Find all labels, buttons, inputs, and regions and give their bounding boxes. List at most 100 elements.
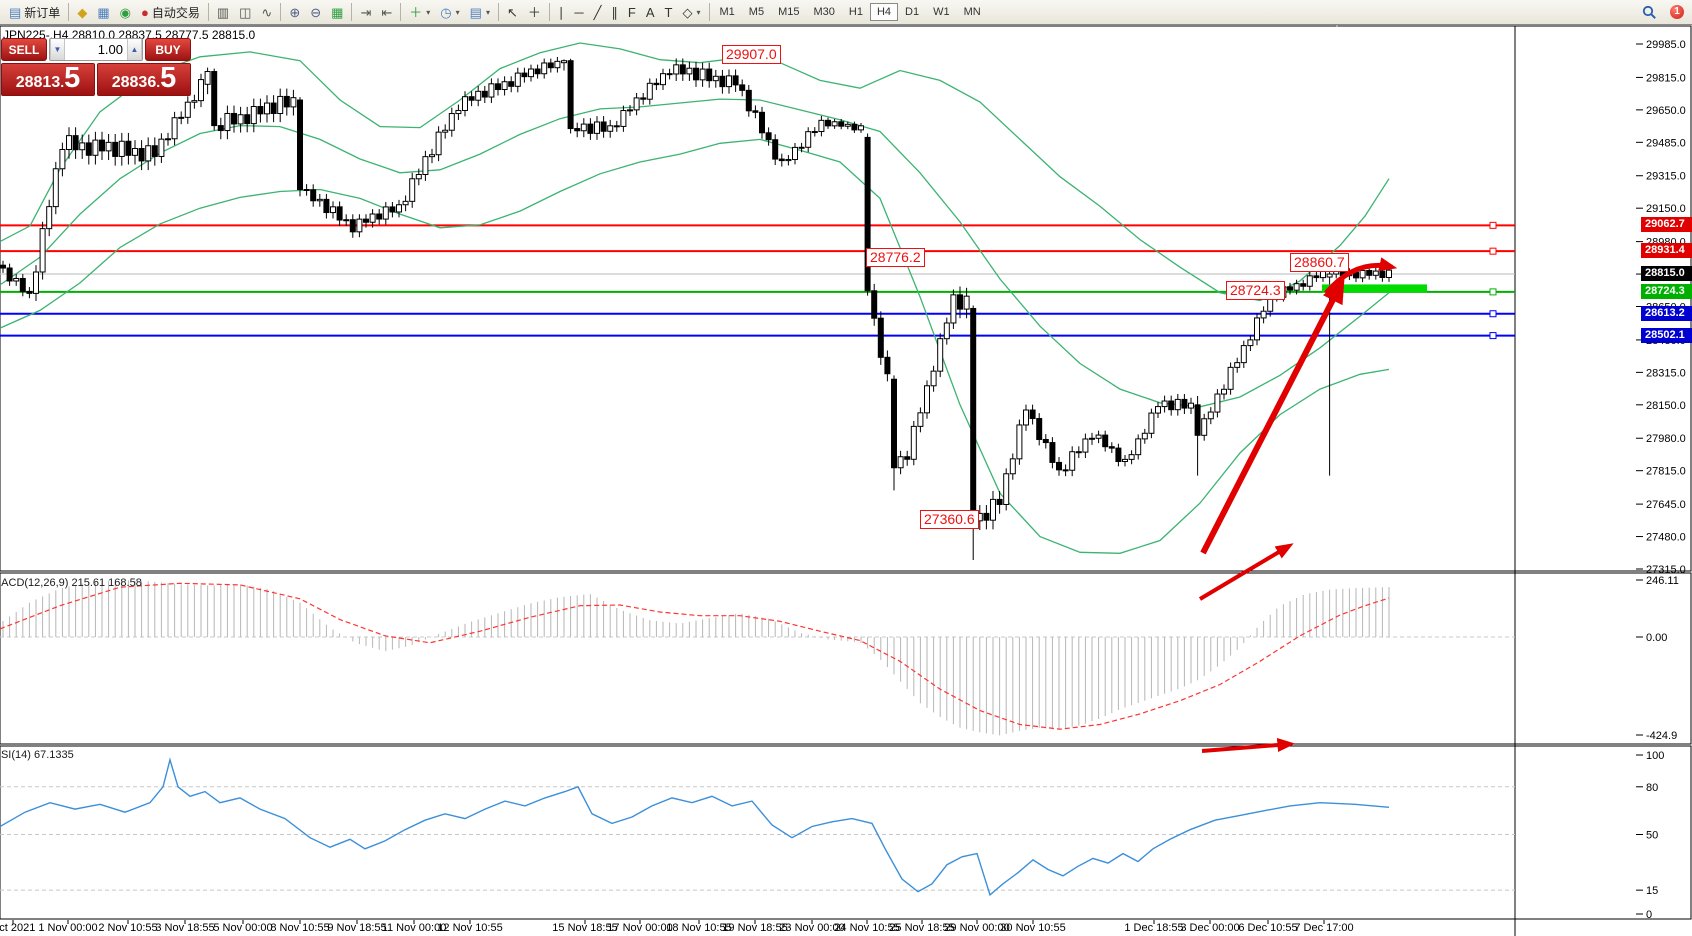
highlight-zone[interactable] [1322, 284, 1427, 293]
zoom-out-button[interactable]: ⊖ [305, 2, 326, 23]
sell-price-display[interactable]: 28813. 5 [1, 63, 95, 96]
time-tick-label[interactable]: 3 Dec 00:00 [1180, 922, 1239, 934]
time-tick-label[interactable]: 25 Nov 18:55 [889, 922, 954, 934]
price-tick-label: 27815.0 [1646, 466, 1686, 478]
price-annotation[interactable]: 28776.2 [866, 248, 925, 267]
timeframe-m30[interactable]: M30 [806, 3, 841, 21]
axis-price-badge: 28502.1 [1641, 327, 1692, 343]
time-tick-label[interactable]: 19 Nov 18:55 [722, 922, 787, 934]
time-tick-label[interactable]: 1 Nov 00:00 [38, 922, 97, 934]
price-tick-label: 28315.0 [1646, 367, 1686, 379]
autotrading-button[interactable]: ● 自动交易 [136, 2, 205, 23]
tile-windows-button[interactable]: ▦ [326, 2, 348, 23]
line-chart-icon: ∿ [261, 4, 273, 20]
time-tick-label[interactable]: 11 Nov 00:00 [382, 922, 447, 934]
timeframe-d1[interactable]: D1 [898, 3, 926, 21]
candlestick-chart-button[interactable]: ◫ [234, 2, 256, 23]
rsi-tick-label: 80 [1646, 782, 1658, 794]
trendline-button[interactable]: ╱ [589, 2, 607, 23]
price-annotation[interactable]: 28724.3 [1226, 281, 1285, 300]
search-button[interactable] [1637, 2, 1662, 23]
time-tick-label[interactable]: 2 Nov 10:55 [98, 922, 157, 934]
time-tick-label[interactable]: 8 Nov 10:55 [270, 922, 329, 934]
macd-tick-label: -424.9 [1646, 730, 1677, 742]
time-tick-label[interactable]: 3 Nov 18:55 [155, 922, 214, 934]
time-tick-label[interactable]: 9 Nov 18:55 [327, 922, 386, 934]
trend-arrow[interactable] [1200, 277, 1345, 555]
line-chart-button[interactable]: ∿ [256, 2, 277, 23]
volume-increase-button[interactable]: ▲ [127, 39, 142, 60]
toolbar-separator [207, 3, 209, 21]
label-button[interactable]: T [660, 2, 678, 23]
timeframe-m15[interactable]: M15 [771, 3, 806, 21]
rsi-trend-arrow[interactable] [1201, 738, 1296, 753]
fibonacci-button[interactable]: F [623, 2, 641, 23]
metaeditor-icon[interactable]: ◆ [72, 2, 92, 23]
crosshair-button[interactable]: ＋ [523, 2, 546, 23]
indicators-button[interactable]: ＋ ▾ [404, 2, 435, 23]
price-tick-label: 29650.0 [1646, 105, 1686, 117]
templates-button[interactable]: ▤ ▾ [465, 2, 495, 23]
timeframe-m1[interactable]: M1 [713, 3, 742, 21]
sell-button[interactable]: SELL [1, 38, 47, 61]
buy-price-display[interactable]: 28836. 5 [97, 63, 191, 96]
time-tick-label[interactable]: 12 Nov 10:55 [437, 922, 502, 934]
timeframe-w1[interactable]: W1 [926, 3, 957, 21]
timeframe-h4[interactable]: H4 [869, 3, 899, 21]
macd-trend-arrow[interactable] [1198, 543, 1294, 601]
auto-scroll-button[interactable]: ⇥ [355, 2, 376, 23]
vline-button[interactable]: ∣ [553, 2, 570, 23]
line-handle[interactable] [1489, 288, 1497, 296]
periods-icon: ◷ [440, 4, 452, 20]
price-annotation[interactable]: 29907.0 [722, 45, 781, 64]
price-annotation[interactable]: 27360.6 [920, 510, 979, 529]
bar-chart-icon: ▥ [216, 4, 230, 20]
toolbar-separator [280, 3, 282, 21]
market-watch-icon[interactable]: ▦ [92, 2, 114, 23]
line-handle[interactable] [1489, 221, 1497, 229]
time-tick-label[interactable]: 24 Nov 10:55 [834, 922, 899, 934]
time-tick-label[interactable]: 1 Dec 18:55 [1124, 922, 1183, 934]
new-order-button[interactable]: ▤ 新订单 [4, 2, 65, 23]
toolbar-separator [68, 3, 70, 21]
time-tick-label[interactable]: Oct 2021 [0, 922, 35, 934]
cursor-button[interactable]: ↖ [502, 2, 523, 23]
time-tick-label[interactable]: 7 Dec 17:00 [1294, 922, 1353, 934]
timeframe-mn[interactable]: MN [957, 3, 988, 21]
signals-icon-icon: ◉ [119, 4, 131, 20]
line-handle[interactable] [1489, 310, 1497, 318]
autotrading-button-label: 自动交易 [151, 5, 200, 20]
time-tick-label[interactable]: 17 Nov 00:00 [607, 922, 672, 934]
text-button[interactable]: A [641, 2, 660, 23]
time-tick-label[interactable]: 30 Nov 10:55 [1000, 922, 1065, 934]
trend-arrow[interactable] [1324, 257, 1398, 295]
line-handle[interactable] [1489, 332, 1497, 340]
bar-chart-button[interactable]: ▥ [212, 2, 234, 23]
shapes-button[interactable]: ◇ ▾ [678, 2, 706, 23]
timeframe-m5[interactable]: M5 [742, 3, 771, 21]
notification-icon[interactable]: 1 [1670, 5, 1684, 19]
price-annotation[interactable]: 28860.7 [1290, 253, 1349, 272]
time-tick-label[interactable]: 5 Nov 00:00 [213, 922, 272, 934]
volume-decrease-button[interactable]: ▼ [50, 39, 65, 60]
time-tick-label[interactable]: 15 Nov 18:55 [552, 922, 617, 934]
bollinger-middle-band [0, 98, 1390, 408]
time-tick-label[interactable]: 18 Nov 10:55 [666, 922, 731, 934]
time-tick-label[interactable]: 29 Nov 00:00 [944, 922, 1009, 934]
search-icon [1642, 5, 1656, 19]
chart-shift-button[interactable]: ⇤ [376, 2, 397, 23]
buy-button[interactable]: BUY [145, 38, 191, 61]
hline-button[interactable]: ─ [569, 2, 588, 23]
signals-icon[interactable]: ◉ [115, 2, 136, 23]
channel-icon: ∥ [611, 4, 618, 20]
axis-price-badge: 28613.2 [1641, 305, 1692, 321]
volume-input[interactable] [65, 39, 127, 60]
line-handle[interactable] [1489, 247, 1497, 255]
channel-button[interactable]: ∥ [606, 2, 623, 23]
periods-button[interactable]: ◷ ▾ [435, 2, 464, 23]
zoom-in-button[interactable]: ⊕ [284, 2, 305, 23]
time-tick-label[interactable]: 23 Nov 00:00 [779, 922, 844, 934]
time-tick-label[interactable]: 6 Dec 10:55 [1238, 922, 1297, 934]
timeframe-h1[interactable]: H1 [842, 3, 870, 21]
